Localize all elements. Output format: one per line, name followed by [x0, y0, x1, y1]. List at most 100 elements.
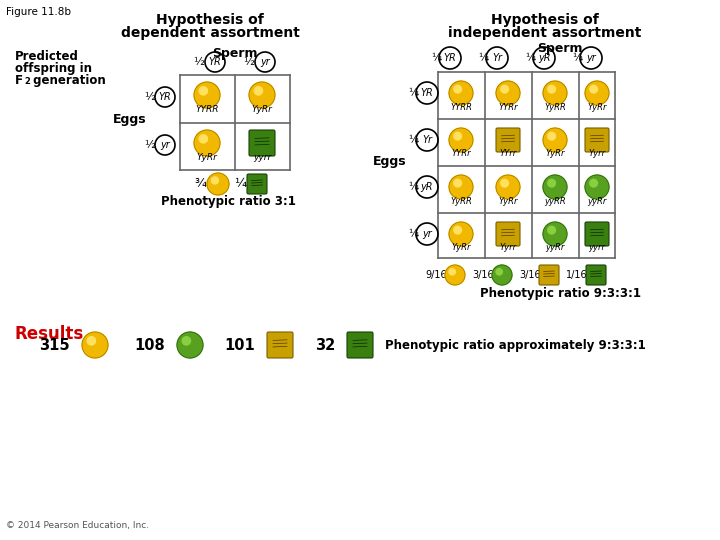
Text: YYRR: YYRR	[450, 103, 472, 111]
Circle shape	[585, 175, 609, 199]
Text: YYRr: YYRr	[451, 150, 471, 159]
Text: ¼: ¼	[525, 53, 535, 63]
Text: YR: YR	[209, 57, 221, 67]
Text: YR: YR	[420, 88, 433, 98]
Text: Eggs: Eggs	[373, 156, 407, 168]
Text: Hypothesis of: Hypothesis of	[156, 13, 264, 27]
Text: YR: YR	[444, 53, 456, 63]
Circle shape	[454, 179, 462, 187]
Circle shape	[449, 175, 473, 199]
Text: Yyrr: Yyrr	[588, 150, 606, 159]
Circle shape	[543, 175, 567, 199]
Text: 3/16: 3/16	[472, 270, 494, 280]
Text: YyRr: YyRr	[197, 153, 217, 163]
Circle shape	[454, 132, 462, 140]
Text: yyrr: yyrr	[588, 244, 606, 253]
Text: 9/16: 9/16	[426, 270, 447, 280]
Circle shape	[207, 173, 229, 195]
Text: 32: 32	[315, 338, 335, 353]
Text: YyRr: YyRr	[498, 197, 518, 206]
Text: independent assortment: independent assortment	[449, 26, 642, 40]
Text: ½: ½	[145, 92, 156, 102]
Text: ¼: ¼	[431, 53, 441, 63]
Text: Predicted: Predicted	[15, 50, 79, 63]
Circle shape	[449, 222, 473, 246]
Text: YyRR: YyRR	[450, 197, 472, 206]
Circle shape	[199, 87, 207, 95]
Circle shape	[496, 268, 503, 275]
Circle shape	[87, 336, 96, 345]
Circle shape	[194, 82, 220, 108]
FancyBboxPatch shape	[496, 222, 520, 246]
Text: YYRR: YYRR	[195, 105, 219, 114]
Text: 315: 315	[40, 338, 70, 353]
Text: Eggs: Eggs	[113, 113, 147, 126]
FancyBboxPatch shape	[247, 174, 267, 194]
Text: 2: 2	[24, 77, 30, 86]
Circle shape	[454, 85, 462, 93]
Text: Results: Results	[15, 325, 84, 343]
Text: Yr: Yr	[492, 53, 502, 63]
Text: yr: yr	[586, 53, 596, 63]
Text: F: F	[15, 74, 23, 87]
Text: Phenotypic ratio approximately 9:3:3:1: Phenotypic ratio approximately 9:3:3:1	[385, 339, 646, 352]
Text: YyRr: YyRr	[451, 244, 471, 253]
Text: yyrr: yyrr	[253, 153, 271, 163]
Text: offspring in: offspring in	[15, 62, 92, 75]
Circle shape	[590, 179, 598, 187]
Text: ¼: ¼	[408, 88, 418, 98]
Circle shape	[182, 336, 191, 345]
Text: YYRr: YYRr	[498, 103, 518, 111]
Circle shape	[254, 87, 263, 95]
Circle shape	[249, 82, 275, 108]
Text: ¼: ¼	[408, 182, 418, 192]
Circle shape	[449, 81, 473, 105]
Text: Figure 11.8b: Figure 11.8b	[6, 7, 71, 17]
Text: YYrr: YYrr	[500, 150, 517, 159]
Circle shape	[194, 130, 220, 156]
Text: ¼: ¼	[572, 53, 582, 63]
Text: yr: yr	[160, 140, 170, 150]
FancyBboxPatch shape	[267, 332, 293, 358]
Text: ¼: ¼	[234, 178, 246, 191]
Circle shape	[548, 226, 556, 234]
Circle shape	[212, 177, 218, 184]
FancyBboxPatch shape	[496, 128, 520, 152]
Circle shape	[585, 81, 609, 105]
Text: Hypothesis of: Hypothesis of	[491, 13, 599, 27]
Text: Phenotypic ratio 3:1: Phenotypic ratio 3:1	[161, 195, 295, 208]
Circle shape	[548, 85, 556, 93]
Text: YyRr: YyRr	[251, 105, 272, 114]
Text: ¼: ¼	[408, 135, 418, 145]
Text: ½: ½	[194, 57, 204, 67]
FancyBboxPatch shape	[585, 128, 609, 152]
Text: Yyrr: Yyrr	[500, 244, 516, 253]
Text: © 2014 Pearson Education, Inc.: © 2014 Pearson Education, Inc.	[6, 521, 149, 530]
Circle shape	[445, 265, 465, 285]
Text: 3/16: 3/16	[519, 270, 541, 280]
Circle shape	[449, 268, 456, 275]
Text: generation: generation	[29, 74, 106, 87]
Circle shape	[501, 85, 508, 93]
Text: YR: YR	[158, 92, 171, 102]
Text: Sperm: Sperm	[212, 47, 258, 60]
Circle shape	[501, 179, 508, 187]
Text: 108: 108	[134, 338, 165, 353]
Text: yR: yR	[420, 182, 433, 192]
FancyBboxPatch shape	[347, 332, 373, 358]
Text: ½: ½	[145, 140, 156, 150]
Text: YyRr: YyRr	[545, 150, 564, 159]
Circle shape	[543, 81, 567, 105]
Text: Sperm: Sperm	[537, 42, 582, 55]
FancyBboxPatch shape	[586, 265, 606, 285]
Circle shape	[548, 132, 556, 140]
Circle shape	[496, 175, 520, 199]
Circle shape	[590, 85, 598, 93]
Circle shape	[82, 332, 108, 358]
Text: dependent assortment: dependent assortment	[120, 26, 300, 40]
Text: ¼: ¼	[478, 53, 488, 63]
FancyBboxPatch shape	[585, 222, 609, 246]
Text: YyRR: YyRR	[544, 103, 566, 111]
FancyBboxPatch shape	[249, 130, 275, 156]
Circle shape	[543, 128, 567, 152]
